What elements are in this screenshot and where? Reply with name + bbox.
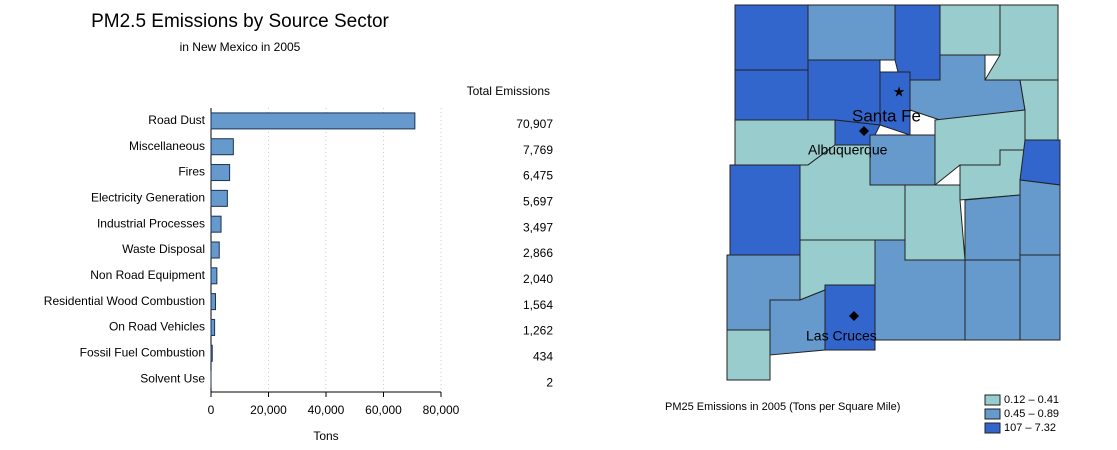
county [824,284,876,351]
category-label: Miscellaneous [129,139,205,153]
capital-marker: ★ [893,84,906,100]
county [879,71,911,136]
county [729,164,801,256]
x-tick-label: 80,000 [423,403,460,417]
category-label: Solvent Use [140,371,205,385]
legend-label: 107 – 7.32 [1004,422,1056,434]
value-header: Total Emissions [467,84,550,98]
bar [210,189,228,207]
bar [210,318,216,336]
county [904,184,966,261]
legend-swatch [984,394,1001,406]
bar [210,241,220,259]
legend-swatch [984,422,1001,434]
legend-label: 0.12 – 0.41 [1004,394,1059,406]
category-label: Waste Disposal [122,242,205,256]
county [894,4,941,81]
x-tick-label: 0 [208,403,215,417]
value-label: 2,040 [523,272,553,286]
county [909,54,1026,121]
category-label: On Road Vehicles [109,320,205,334]
county [964,194,1021,261]
bar [210,293,216,311]
map: ★ Santa Fe Albuquerque Las Cruces [726,4,1061,381]
value-label: 1,262 [523,324,553,338]
value-label: 3,497 [523,220,553,234]
city-label: Santa Fe [852,106,921,125]
county [1019,139,1061,186]
legend-title: PM25 Emissions in 2005 (Tons per Square … [665,401,900,413]
chart-subtitle: in New Mexico in 2005 [180,40,301,54]
county [964,259,1021,341]
legend-label: 0.45 – 0.89 [1004,408,1059,420]
x-tick-label: 60,000 [365,403,402,417]
legend: 0.12 – 0.41 0.45 – 0.89 107 – 7.32 [984,394,1059,434]
x-tick-label: 20,000 [250,403,287,417]
category-label: Road Dust [148,113,205,127]
value-label: 5,697 [523,195,553,209]
value-label: 6,475 [523,169,553,183]
value-label: 2,866 [523,246,553,260]
x-tick-label: 40,000 [308,403,345,417]
city-label: Albuquerque [808,142,888,158]
value-label: 70,907 [516,117,553,131]
bar [210,164,231,182]
bar [210,267,218,285]
county [1019,179,1061,261]
county [726,329,771,381]
value-label: 2 [546,375,553,389]
value-label: 1,564 [523,298,553,312]
county [1019,254,1061,341]
legend-swatch [984,408,1001,420]
category-label: Residential Wood Combustion [44,294,205,308]
bar [210,344,213,362]
county [939,4,1001,56]
county [807,4,896,61]
county [734,69,809,121]
bar [210,112,416,130]
category-label: Fires [178,165,205,179]
x-axis-label: Tons [313,429,338,443]
county [769,289,826,356]
value-label: 7,769 [523,143,553,157]
category-label: Non Road Equipment [90,268,205,282]
chart-title: PM2.5 Emissions by Source Sector [91,11,389,32]
category-label: Industrial Processes [97,216,205,230]
county [734,4,809,71]
value-label: 434 [533,349,553,363]
bar-chart: 0 20,000 40,000 60,000 80,000 Road Dust 70,907… [44,108,553,417]
category-label: Fossil Fuel Combustion [80,345,205,359]
city-marker [859,126,869,136]
city-label: Las Cruces [806,328,877,344]
city-marker [849,311,859,321]
bar [210,138,234,156]
category-label: Electricity Generation [91,191,205,205]
bar [210,215,222,233]
